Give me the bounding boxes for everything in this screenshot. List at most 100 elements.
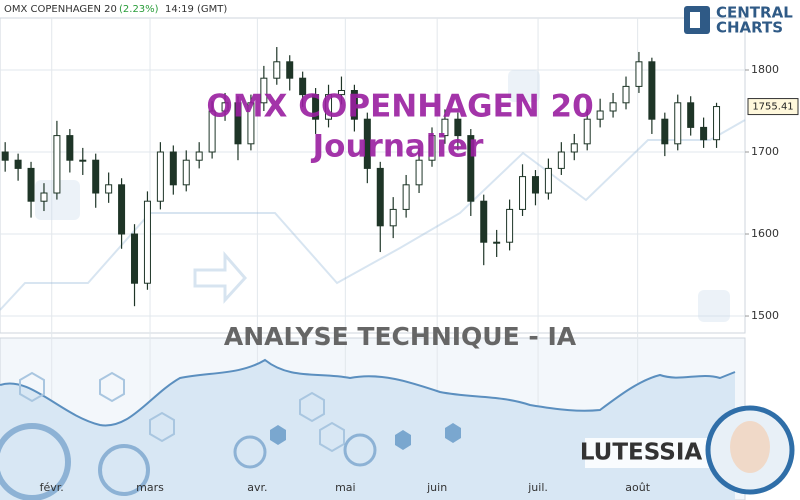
last-price-box <box>747 98 799 116</box>
candle-body <box>519 176 527 210</box>
candle-body <box>531 176 539 194</box>
candle-body <box>363 118 371 169</box>
candle-body <box>713 106 721 141</box>
x-tick-label: juil. <box>527 481 548 494</box>
y-tick-label: 1600 <box>751 227 779 240</box>
logo-text: CHARTS <box>716 19 783 37</box>
hexagon <box>19 371 45 403</box>
x-tick-label: févr. <box>40 481 64 494</box>
candle-body <box>260 77 268 104</box>
candle-body <box>247 102 255 145</box>
candle-body <box>221 102 229 112</box>
candle-body <box>441 118 449 137</box>
candle-body <box>337 89 345 96</box>
candle-body <box>118 184 126 235</box>
y-tick-label: 1800 <box>751 63 779 76</box>
hexagon <box>395 430 411 450</box>
hexagon <box>299 391 325 423</box>
candle-body <box>635 61 643 87</box>
candle-body <box>195 151 203 161</box>
candle-body <box>583 118 591 145</box>
candle-body <box>570 143 578 153</box>
candle-body <box>661 118 669 145</box>
candle-body <box>687 102 695 128</box>
hexagon <box>99 371 125 403</box>
time: 14:19 (GMT) <box>165 4 227 15</box>
lower-decoration <box>0 358 736 500</box>
candle-body <box>325 94 333 120</box>
candle-body <box>92 159 100 194</box>
logo-icon-inner <box>690 12 700 28</box>
decoration <box>0 70 746 322</box>
candle-body <box>286 61 294 79</box>
chart-title: OMX COPENHAGEN 20 <box>206 89 593 125</box>
y-axis: 1500 1600 1700 1800 1755.41 <box>745 63 799 322</box>
deco-circle <box>233 435 267 469</box>
logo-text: CENTRAL <box>716 4 793 22</box>
candle-body <box>105 184 113 194</box>
deco-icon <box>35 180 80 220</box>
deco-icon <box>698 290 730 322</box>
chart-subtitle: Journalier <box>311 129 484 165</box>
candle-body <box>40 192 48 202</box>
candle-body <box>131 233 139 284</box>
candle-body <box>143 200 151 284</box>
candle-body <box>402 184 410 210</box>
candle-body <box>376 167 384 227</box>
candle-body <box>1 151 9 161</box>
avatar-face <box>730 421 770 473</box>
last-price-label: 1755.41 <box>752 102 793 113</box>
candle-body <box>467 135 475 202</box>
x-tick-label: mars <box>136 481 164 494</box>
candle-body <box>622 85 630 104</box>
candle-body <box>169 151 177 186</box>
candle-body <box>674 102 682 145</box>
candle-body <box>53 135 61 194</box>
hexagon <box>270 425 286 445</box>
deco-icon <box>508 70 540 102</box>
candle-body <box>312 94 320 120</box>
deco-line <box>0 119 746 311</box>
candle-body <box>182 159 190 186</box>
x-tick-label: mai <box>335 481 356 494</box>
change: (2.23%) <box>119 4 159 15</box>
candle-body <box>700 126 708 141</box>
x-tick-label: août <box>625 481 650 494</box>
candle-body <box>544 167 552 194</box>
candle-body <box>14 159 22 169</box>
candle-body <box>79 159 87 162</box>
hexagon <box>149 411 175 443</box>
candle-body <box>234 102 242 145</box>
candle-body <box>454 118 462 137</box>
candle-body <box>415 159 423 186</box>
candle-body <box>66 135 74 161</box>
deco-circle <box>98 444 150 496</box>
candle-body <box>350 89 358 120</box>
x-tick-label: avr. <box>247 481 267 494</box>
candle-body <box>27 167 35 202</box>
deco-arrow <box>193 250 248 304</box>
candle-body <box>389 208 397 227</box>
y-tick-label: 1700 <box>751 145 779 158</box>
candle-body <box>428 135 436 161</box>
candle-body <box>156 151 164 202</box>
plot-area <box>0 17 746 334</box>
y-tick-label: 1500 <box>751 309 779 322</box>
hexagon <box>319 421 345 453</box>
candle-body <box>609 102 617 112</box>
candle-body <box>506 208 514 243</box>
x-tick-label: juin <box>426 481 447 494</box>
hexagon <box>445 423 461 443</box>
candle-body <box>493 241 501 244</box>
candle-body <box>273 61 281 79</box>
deco-circle <box>343 433 377 467</box>
candle-body <box>299 77 307 96</box>
candles <box>1 47 721 307</box>
candle-body <box>596 110 604 120</box>
deco-circle <box>0 423 71 500</box>
candle-body <box>480 200 488 243</box>
candle-body <box>557 151 565 169</box>
candle-body <box>208 110 216 153</box>
brand-box <box>585 438 710 468</box>
